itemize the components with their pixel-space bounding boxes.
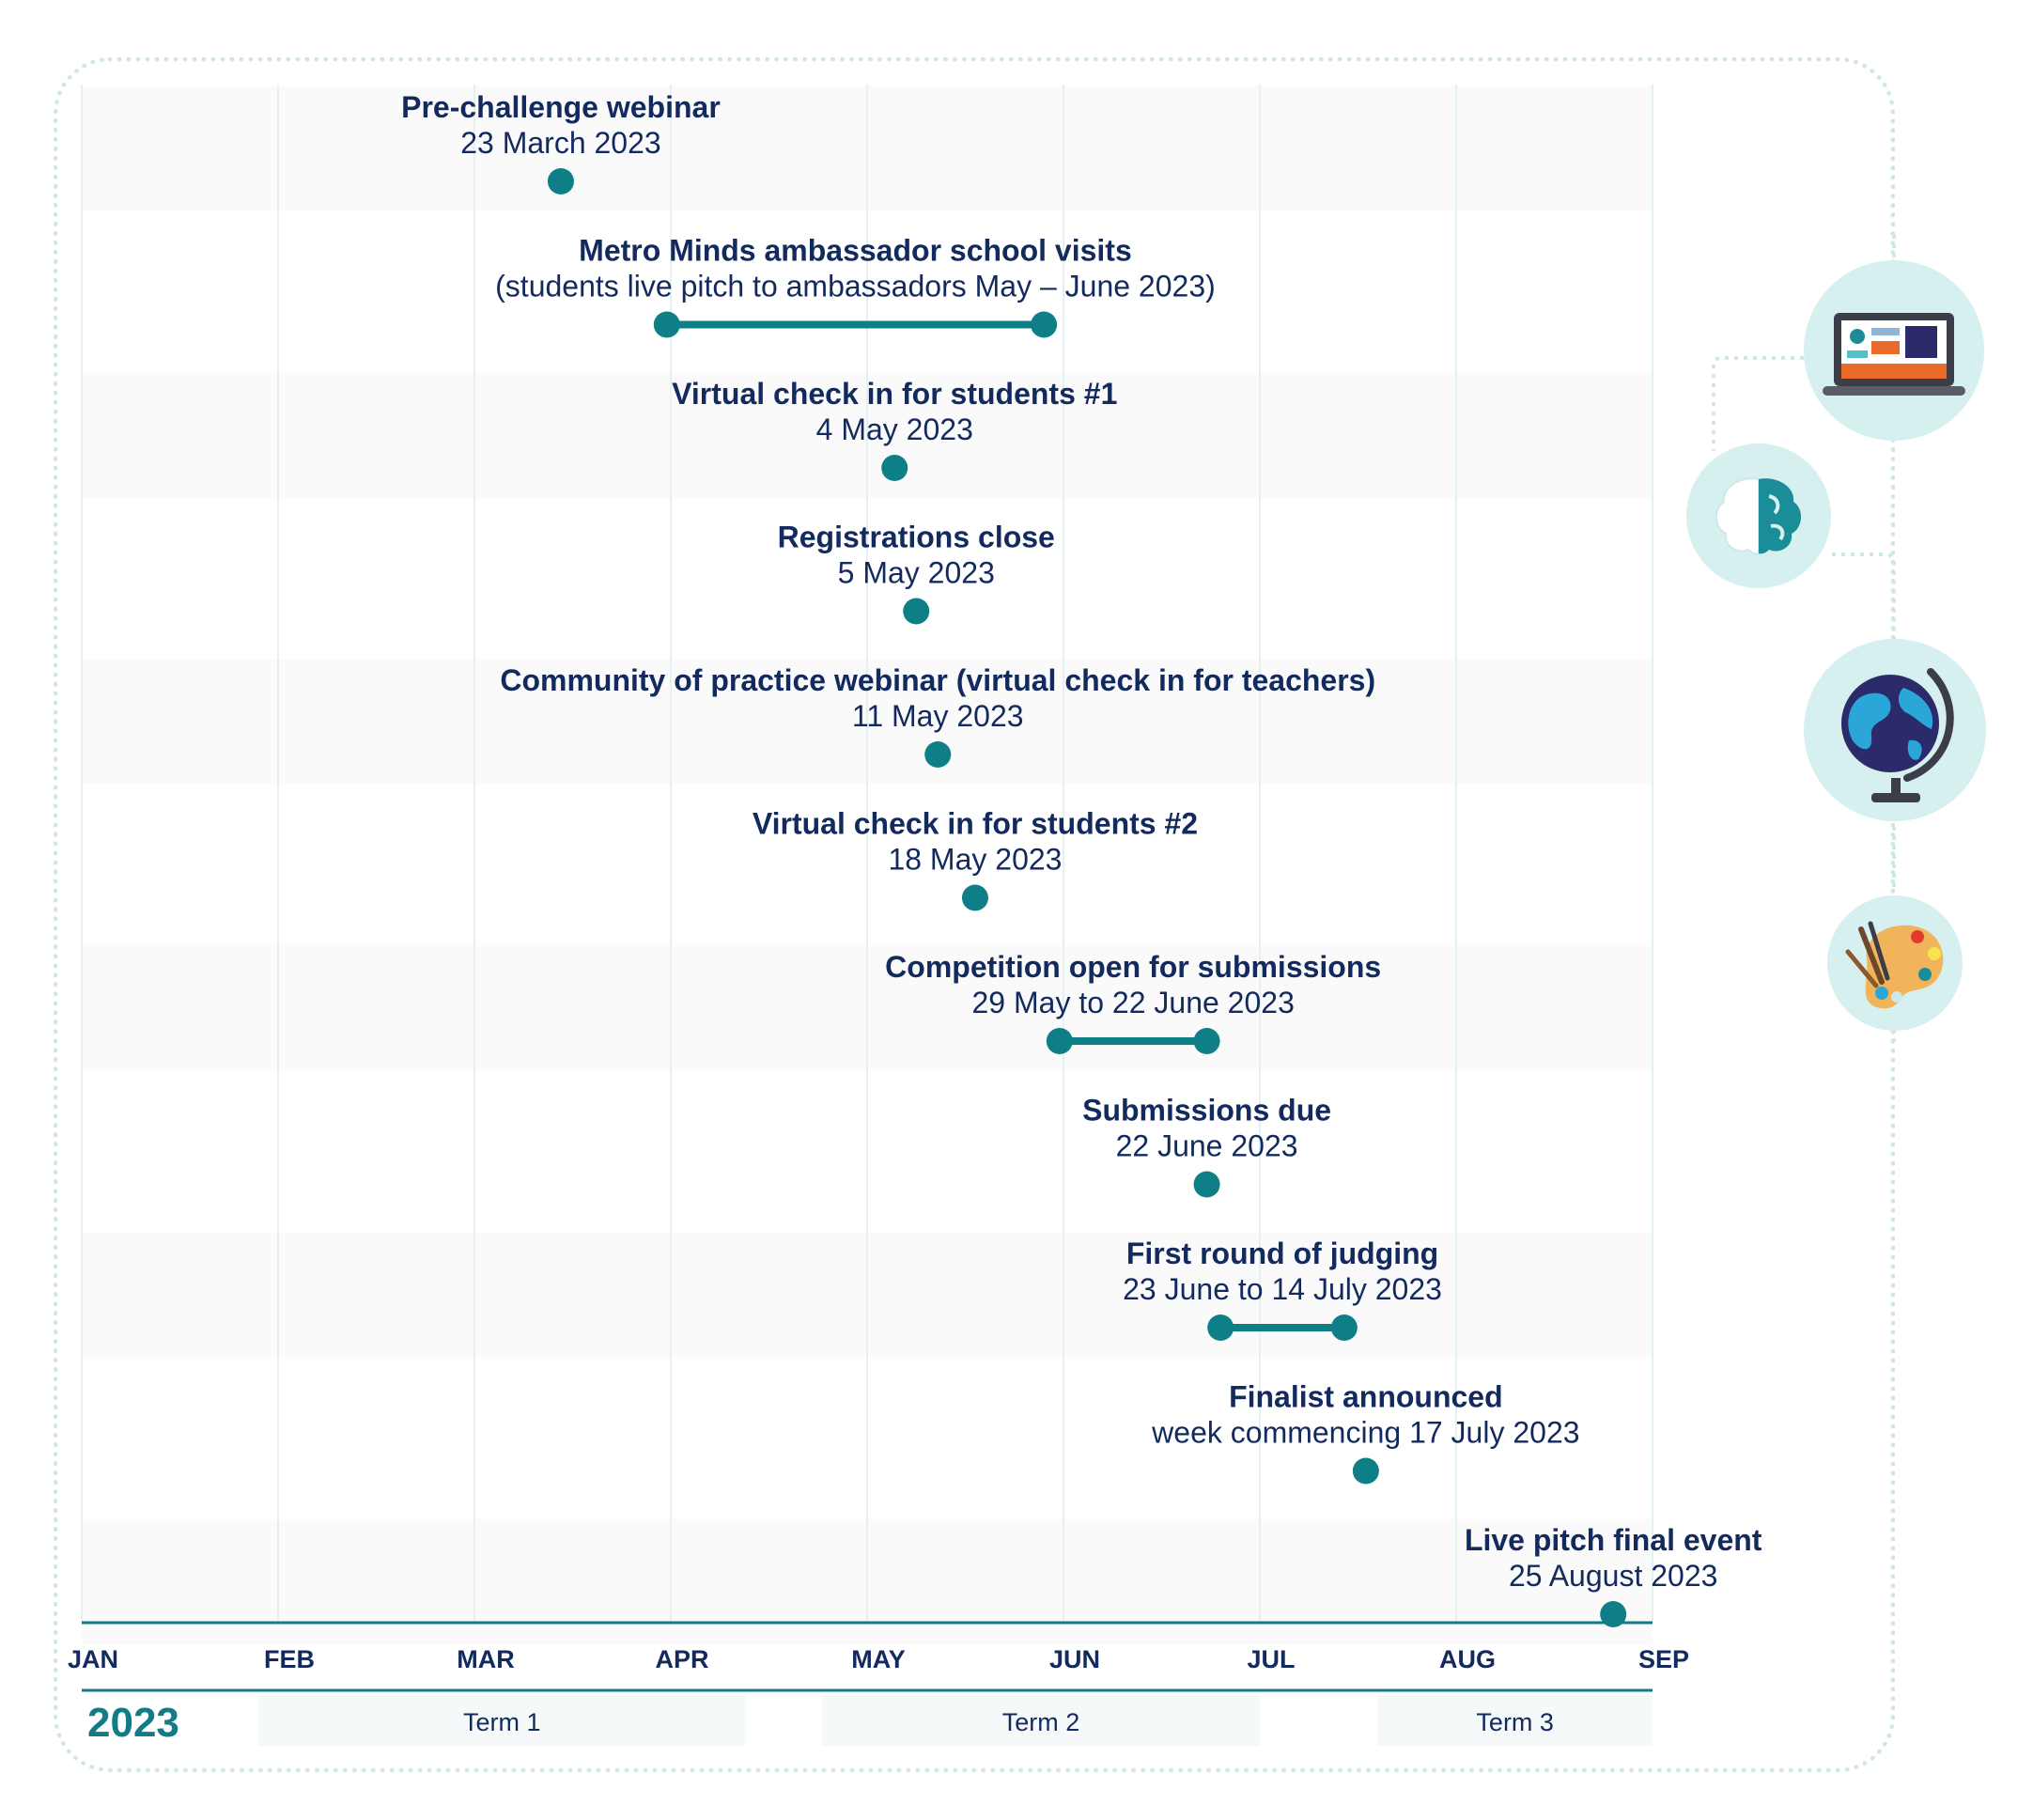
event-date: (students live pitch to ambassadors May …: [495, 270, 1216, 303]
month-label-jul: JUL: [1247, 1645, 1295, 1673]
month-label-feb: FEB: [264, 1645, 315, 1673]
palette-icon: [1827, 895, 1963, 1031]
event-date: 4 May 2023: [816, 412, 973, 446]
month-label-mar: MAR: [457, 1645, 515, 1673]
event-end-dot: [1031, 311, 1058, 338]
event-date: 23 March 2023: [460, 126, 660, 160]
event-start-dot: [1207, 1314, 1234, 1341]
event-start-dot: [653, 311, 680, 338]
event-item: Virtual check in for students #14 May 20…: [672, 377, 1117, 481]
term-label: Term 2: [1002, 1708, 1080, 1736]
event-title: Community of practice webinar (virtual c…: [500, 663, 1375, 697]
month-label-apr: APR: [655, 1645, 708, 1673]
event-date: 11 May 2023: [852, 699, 1024, 733]
month-gridlines: [81, 85, 1653, 1623]
event-dot: [961, 884, 988, 911]
event-title: Finalist announced: [1229, 1380, 1503, 1414]
event-title: First round of judging: [1126, 1237, 1438, 1270]
event-date: 25 August 2023: [1509, 1559, 1717, 1593]
event-date: 5 May 2023: [838, 556, 995, 590]
term-band: [258, 1695, 746, 1746]
event-date: 29 May to 22 June 2023: [972, 986, 1295, 1019]
event-title: Competition open for submissions: [885, 950, 1381, 984]
event-date: 22 June 2023: [1116, 1129, 1298, 1163]
month-axis: JAN FEB MAR APR MAY JUN JUL AUG SEP: [68, 1621, 1689, 1692]
event-date: week commencing 17 July 2023: [1151, 1416, 1579, 1450]
event-item: Virtual check in for students #218 May 2…: [753, 807, 1198, 911]
event-date: 18 May 2023: [888, 843, 1062, 877]
brain-icon: [1686, 443, 1831, 588]
event-title: Virtual check in for students #2: [753, 807, 1198, 841]
term-label: Term 3: [1476, 1708, 1554, 1736]
event-title: Registrations close: [778, 521, 1055, 554]
event-dot: [903, 598, 930, 625]
event-end-dot: [1330, 1314, 1358, 1341]
year-label: 2023: [87, 1700, 179, 1746]
event-end-dot: [1193, 1028, 1220, 1054]
month-label-sep: SEP: [1638, 1645, 1689, 1673]
event-title: Live pitch final event: [1465, 1523, 1762, 1557]
event-dot: [1600, 1601, 1627, 1627]
globe-icon: [1804, 639, 1986, 821]
term-band: [1377, 1695, 1653, 1746]
event-start-dot: [1046, 1028, 1073, 1054]
event-dot: [924, 741, 952, 768]
event-dot: [1352, 1457, 1379, 1485]
month-label-jun: JUN: [1049, 1645, 1100, 1673]
event-title: Pre-challenge webinar: [401, 90, 721, 124]
month-label-may: MAY: [851, 1645, 906, 1673]
term-band: [821, 1695, 1260, 1746]
event-item: Community of practice webinar (virtual c…: [500, 663, 1375, 768]
event-item: Metro Minds ambassador school visits(stu…: [495, 234, 1216, 338]
event-date: 23 June to 14 July 2023: [1123, 1272, 1442, 1306]
school-terms: Term 1 Term 2 Term 3: [258, 1695, 1653, 1746]
month-label-jan: JAN: [68, 1645, 118, 1673]
event-dot: [1193, 1171, 1220, 1198]
event-title: Virtual check in for students #1: [672, 377, 1117, 411]
term-label: Term 1: [463, 1708, 541, 1736]
month-label-aug: AUG: [1439, 1645, 1496, 1673]
event-dot: [547, 168, 574, 194]
event-title: Metro Minds ambassador school visits: [579, 234, 1132, 268]
decorative-connector-lines: [1712, 235, 1896, 1043]
event-dot: [881, 455, 908, 481]
event-title: Submissions due: [1082, 1094, 1331, 1128]
laptop-icon: [1804, 260, 1984, 441]
